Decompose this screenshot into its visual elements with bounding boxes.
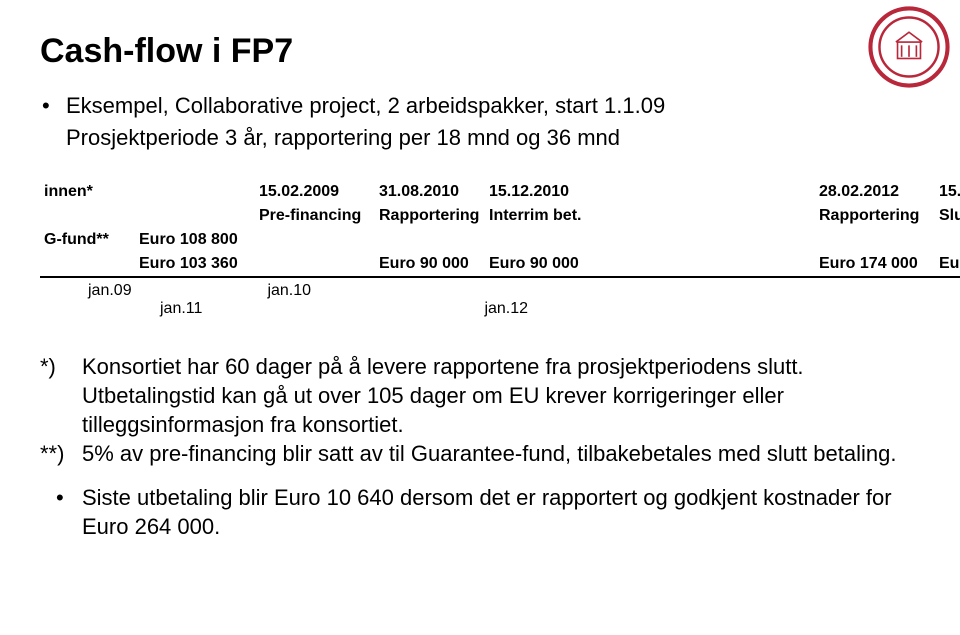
cell-date: 15.02.2009	[255, 180, 375, 204]
timeline-tick: jan.12	[474, 300, 604, 318]
page-title: Cash-flow i FP7	[40, 32, 920, 71]
cell-amount: Euro 90 000	[375, 252, 485, 277]
cashflow-table: innen* 15.02.2009 31.08.2010 15.12.2010 …	[40, 180, 920, 318]
table-row: innen* 15.02.2009 31.08.2010 15.12.2010 …	[40, 180, 960, 204]
footnote-2: **) 5% av pre-financing blir satt av til…	[40, 439, 920, 468]
timeline-tick: jan.11	[40, 300, 470, 318]
cell-amount: Euro 174 000	[815, 252, 935, 277]
cell-interrim: Interrim bet.	[485, 204, 595, 228]
table-row: G-fund** Euro 108 800	[40, 228, 960, 252]
footnote-last: Siste utbetaling blir Euro 10 640 dersom…	[40, 483, 920, 541]
intro-line-2: Prosjektperiode 3 år, rapportering per 1…	[66, 123, 920, 153]
cell-slutt: Slutt bet.	[935, 204, 960, 228]
timeline: jan.09 jan.10 jan.11 jan.12	[40, 282, 920, 318]
cell-innen: innen*	[40, 180, 135, 204]
footnotes: *) Konsortiet har 60 dager på å levere r…	[40, 352, 920, 540]
footnote-text: 5% av pre-financing blir satt av til Gua…	[82, 439, 920, 468]
cell-amount: Euro 90 000	[485, 252, 595, 277]
timeline-tick: jan.10	[187, 282, 509, 300]
footnote-1: *) Konsortiet har 60 dager på å levere r…	[40, 352, 920, 439]
cell-date: 15.12.2010	[485, 180, 595, 204]
timeline-tick: jan.09	[40, 282, 183, 300]
cell-rapportering: Rapportering	[375, 204, 485, 228]
cell-rapportering: Rapportering	[815, 204, 935, 228]
footnote-mark: *)	[40, 352, 82, 439]
slide: Cash-flow i FP7 Eksempel, Collaborative …	[0, 0, 960, 635]
cell-date: 28.02.2012	[815, 180, 935, 204]
cell-date: 15.06.2012	[935, 180, 960, 204]
cell-prefinancing: Pre-financing	[255, 204, 375, 228]
cell-date: 31.08.2010	[375, 180, 485, 204]
cell-amount: Euro 10 640	[935, 252, 960, 277]
footnote-text: Utbetalingstid kan gå ut over 105 dager …	[82, 381, 920, 439]
university-logo	[868, 6, 950, 88]
table-row: Euro 103 360 Euro 90 000 Euro 90 000 Eur…	[40, 252, 960, 277]
footnote-mark: **)	[40, 439, 82, 468]
cell-amount: Euro 103 360	[135, 252, 255, 277]
intro-line-1: Eksempel, Collaborative project, 2 arbei…	[40, 91, 920, 121]
cell-gfund: G-fund**	[40, 228, 135, 252]
table-row: Pre-financing Rapportering Interrim bet.…	[40, 204, 960, 228]
footnote-text: Konsortiet har 60 dager på å levere rapp…	[82, 352, 920, 381]
cell-amount: Euro 108 800	[135, 228, 255, 252]
